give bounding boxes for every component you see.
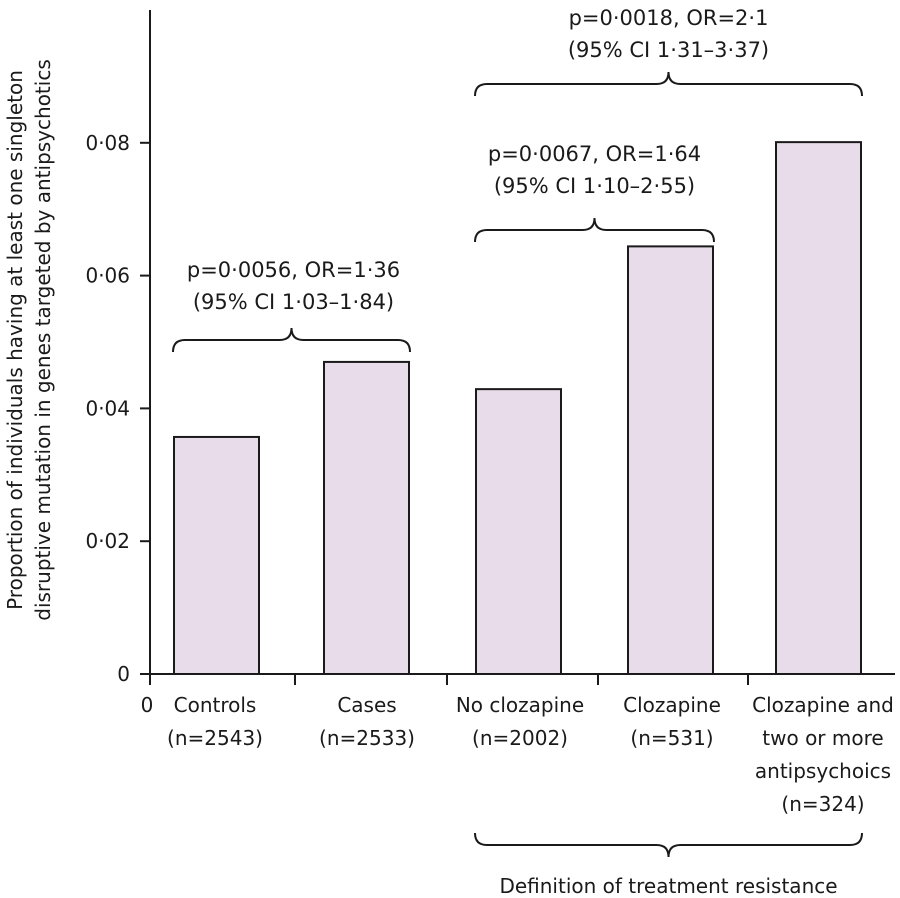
x-tick-label: Cases [337,693,396,717]
y-tick-label: 0·04 [85,396,130,420]
x-tick-label: (n=2543) [167,726,263,750]
x-tick-label: No clozapine [456,693,584,717]
x-tick-label: two or more [762,726,883,750]
y-axis-label-line: disruptive mutation in genes targeted by… [31,59,55,621]
x-tick-labels: Controls (n=2543) Cases (n=2533) No clozapin… [167,693,894,816]
significance-annotations: p=0·0056, OR=1·36 (95% CI 1·03–1·84) p=0·0… [172,6,863,353]
x-tick-label: (n=324) [781,792,864,816]
x-tick-label: (n=531) [630,726,713,750]
y-axis-label: Proportion of individuals having at leas… [3,59,55,621]
annotation-text: (95% CI 1·31–3·37) [568,38,769,62]
x-tick-label: Clozapine [623,693,721,717]
y-tick-label: 0·08 [85,131,130,155]
bracket [474,71,863,97]
annotation-text: p=0·0067, OR=1·64 [488,142,701,166]
annotation-text: p=0·0056, OR=1·36 [187,258,400,282]
x-tick-label: (n=2002) [472,726,568,750]
bar [627,245,714,675]
bars [173,141,862,676]
bar [475,388,562,675]
annotation-text: (95% CI 1·03–1·84) [193,290,394,314]
annotation-text: (95% CI 1·10–2·55) [494,174,695,198]
bar [173,435,260,675]
group-label-text: Definition of treatment resistance [499,874,837,898]
x-tick-label: (n=2533) [319,726,415,750]
annotation-text: p=0·0018, OR=2·1 [569,6,769,30]
y-tick-label: 0·06 [85,264,130,288]
y-tick-label: 0·02 [85,529,130,553]
bar [323,360,410,675]
y-ticks: 0 0·02 0·04 0·06 0·08 0 [85,131,153,717]
group-label: Definition of treatment resistance [474,832,863,898]
x-tick-label: Clozapine and [752,693,894,717]
bracket [172,327,411,353]
x-origin-label: 0 [141,693,154,717]
x-tick-label: antipsychoics [755,759,891,783]
bracket [474,217,715,243]
y-tick-label: 0 [117,662,130,686]
bracket [474,832,863,858]
x-tick-label: Controls [174,693,257,717]
y-axis-label-line: Proportion of individuals having at leas… [3,70,27,610]
bar [775,141,862,676]
